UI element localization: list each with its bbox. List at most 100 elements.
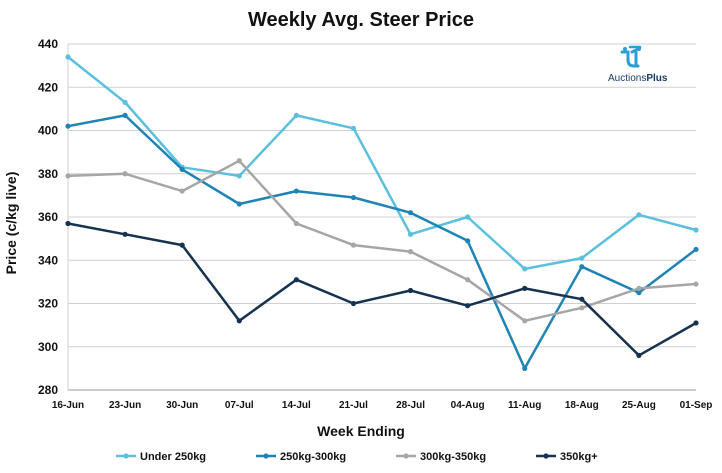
data-point — [122, 231, 128, 237]
chart-title: Weekly Avg. Steer Price — [248, 9, 474, 31]
y-tick-label: 340 — [38, 253, 58, 267]
legend-marker — [403, 453, 409, 459]
data-point — [293, 112, 299, 118]
data-point — [693, 227, 699, 233]
x-tick-label: 04-Aug — [451, 400, 485, 411]
data-point — [65, 173, 71, 179]
y-tick-label: 320 — [38, 297, 58, 311]
data-point — [236, 158, 242, 164]
y-tick-label: 440 — [38, 37, 58, 51]
logo-wordmark: AuctionsPlus — [608, 73, 668, 84]
data-point — [407, 287, 414, 294]
data-point — [236, 318, 242, 324]
data-point — [122, 99, 128, 105]
data-point — [465, 277, 471, 283]
data-point — [293, 188, 299, 194]
gridlines — [67, 43, 696, 391]
y-tick-label: 380 — [38, 167, 58, 181]
legend-label: 300kg-350kg — [420, 451, 486, 463]
series-lines — [65, 54, 699, 371]
x-tick-label: 14-Jul — [282, 400, 311, 411]
data-point — [522, 266, 528, 272]
data-point — [522, 318, 528, 324]
x-tick-label: 28-Jul — [396, 400, 425, 411]
data-point — [407, 231, 414, 237]
series-line — [67, 222, 697, 357]
x-tick-label: 16-Jun — [52, 400, 84, 411]
data-point — [236, 173, 242, 179]
x-tick-label: 25-Aug — [622, 400, 656, 411]
data-point — [636, 212, 642, 218]
legend-item: 300kg-350kg — [396, 451, 486, 463]
data-point — [693, 246, 699, 253]
data-point — [522, 365, 528, 371]
x-tick-label: 01-Sep — [680, 400, 713, 411]
x-axis-ticks: 16-Jun 23-Jun 30-Jun 07-Jul 14-Jul 21-Jul 28-J… — [52, 400, 713, 411]
data-point — [236, 201, 242, 207]
legend-marker — [263, 453, 269, 459]
legend-label: 250kg-300kg — [280, 451, 346, 463]
legend-item: 350kg+ — [536, 451, 598, 463]
data-point — [350, 242, 357, 248]
data-point — [293, 277, 299, 283]
data-point — [465, 238, 471, 244]
legend: Under 250kg 250kg-300kg 300kg-350kg 350kg+ — [116, 451, 598, 463]
data-point — [350, 300, 357, 307]
data-point — [407, 210, 414, 216]
data-point — [465, 303, 471, 309]
data-point — [293, 220, 299, 227]
data-point — [179, 242, 185, 248]
y-tick-label: 300 — [38, 340, 58, 354]
data-point — [579, 305, 585, 311]
series-250kg-300kg — [65, 112, 699, 371]
x-axis-label: Week Ending — [317, 423, 405, 439]
x-tick-label: 30-Jun — [166, 400, 198, 411]
series-300kg-350kg — [65, 158, 699, 324]
data-point — [65, 54, 71, 60]
data-point — [579, 255, 585, 261]
x-tick-label: 23-Jun — [109, 400, 141, 411]
legend-marker — [543, 453, 549, 459]
data-point — [636, 285, 642, 291]
y-tick-label: 360 — [38, 210, 58, 224]
series-line — [67, 114, 697, 370]
data-point — [465, 214, 471, 220]
x-tick-label: 21-Jul — [339, 400, 368, 411]
logo-icon — [620, 45, 642, 68]
y-tick-label: 420 — [38, 80, 58, 94]
logo-text-main: Auctions — [608, 73, 646, 84]
legend-label: 350kg+ — [560, 451, 598, 463]
data-point — [350, 125, 357, 131]
legend-item: Under 250kg — [116, 451, 206, 463]
y-tick-label: 400 — [38, 124, 58, 138]
y-axis-label: Price (c/kg live) — [3, 172, 19, 275]
data-point — [65, 123, 71, 129]
data-point — [65, 220, 71, 227]
data-point — [407, 249, 414, 255]
auctionsplus-logo: AuctionsPlus — [608, 45, 668, 84]
data-point — [693, 281, 699, 287]
logo-text-bold: Plus — [646, 73, 668, 84]
data-point — [579, 264, 585, 270]
x-tick-label: 18-Aug — [565, 400, 599, 411]
data-point — [179, 166, 185, 173]
x-tick-label: 11-Aug — [508, 400, 541, 411]
y-axis-ticks: 280 300 320 340 360 380 400 420 440 — [38, 37, 58, 397]
data-point — [122, 112, 128, 118]
series-line — [67, 56, 697, 271]
series-350kg- — [65, 220, 699, 358]
series-line — [67, 159, 697, 323]
data-point — [579, 296, 585, 302]
legend-label: Under 250kg — [140, 451, 206, 463]
legend-marker — [123, 453, 129, 459]
data-point — [693, 320, 699, 326]
data-point — [636, 290, 642, 296]
y-tick-label: 280 — [38, 383, 58, 397]
data-point — [636, 352, 642, 358]
data-point — [522, 285, 528, 291]
data-point — [179, 188, 185, 194]
legend-item: 250kg-300kg — [256, 451, 346, 463]
data-point — [122, 171, 128, 177]
